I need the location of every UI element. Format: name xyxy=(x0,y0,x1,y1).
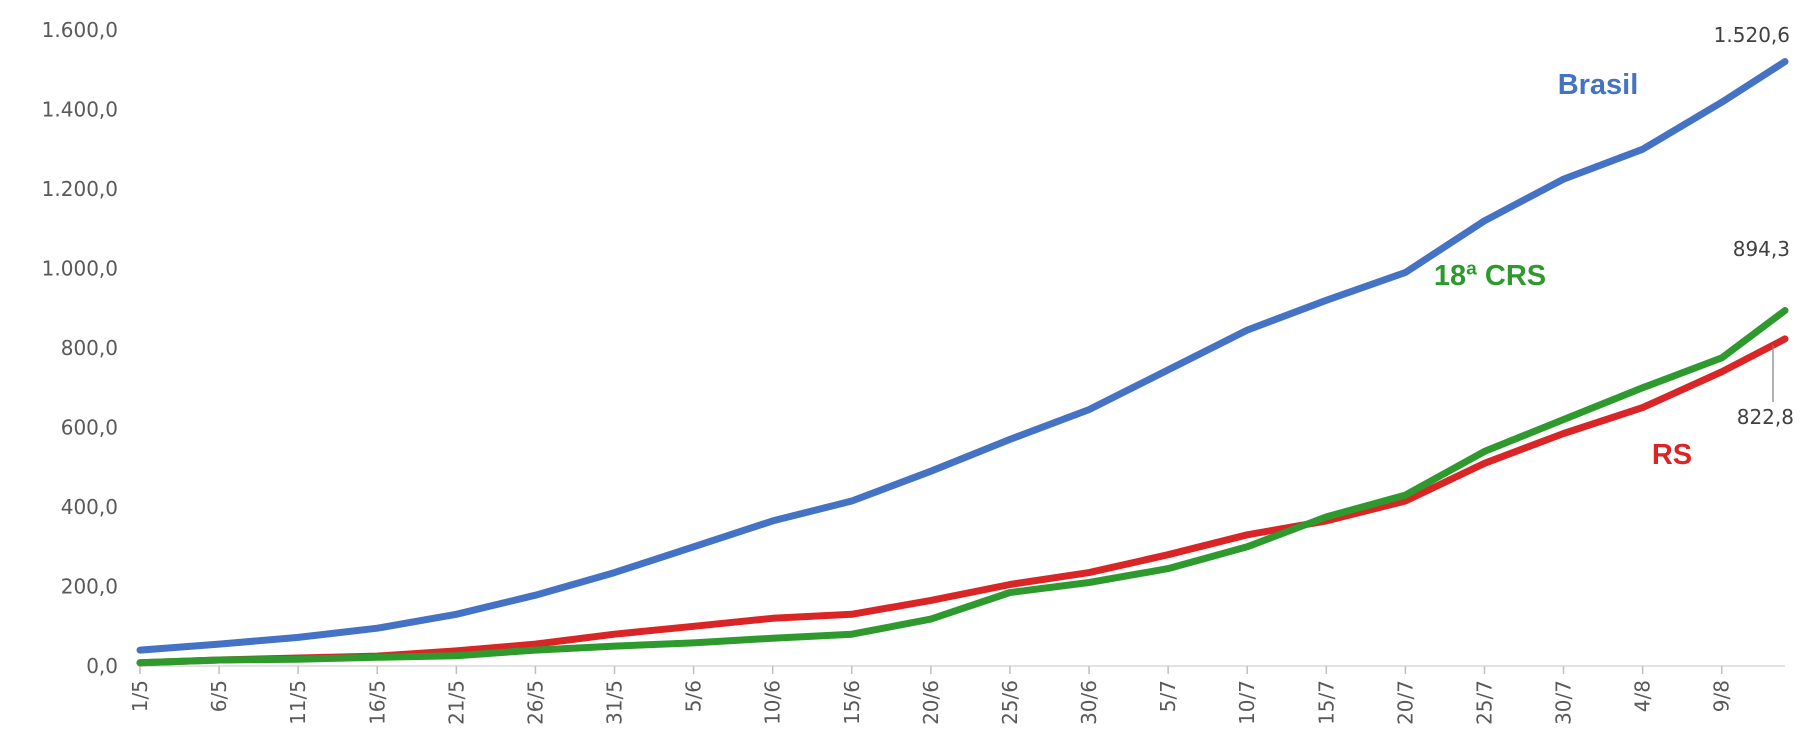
end-value-label-rs: 822,8 xyxy=(1737,405,1794,429)
x-tick-label: 15/6 xyxy=(840,680,864,725)
series-name-rs: RS xyxy=(1652,439,1692,471)
x-axis: 1/5 6/5 11/5 16/5 21/5 26/5 31/5 5/6 10/6 15/6 20/… xyxy=(128,665,1785,725)
y-tick-label: 400,0 xyxy=(61,495,118,519)
x-tick-label: 4/8 xyxy=(1631,680,1655,712)
x-tick-label: 31/5 xyxy=(603,680,627,725)
x-tick-label: 1/5 xyxy=(128,680,152,712)
x-tick-label: 10/7 xyxy=(1235,680,1259,725)
x-tick-label: 6/5 xyxy=(207,680,231,712)
x-tick-label: 15/7 xyxy=(1314,680,1338,725)
end-value-label-18-crs: 894,3 xyxy=(1733,237,1790,261)
y-tick-label: 1.000,0 xyxy=(42,257,118,281)
x-tick-label: 25/7 xyxy=(1472,680,1496,725)
y-tick-label: 800,0 xyxy=(61,336,118,360)
y-tick-label: 0,0 xyxy=(86,654,118,678)
x-tick-label: 21/5 xyxy=(444,680,468,725)
y-tick-label: 200,0 xyxy=(61,575,118,599)
x-tick-label: 10/6 xyxy=(761,680,785,725)
y-tick-label: 600,0 xyxy=(61,416,118,440)
series-labels: Brasil 1.520,6 18ª CRS 894,3 RS 822,8 xyxy=(1434,23,1794,471)
x-tick-label: 5/6 xyxy=(682,680,706,712)
series-name-18-crs: 18ª CRS xyxy=(1434,260,1546,292)
x-tick-label: 30/7 xyxy=(1552,680,1576,725)
x-tick-label: 30/6 xyxy=(1077,680,1101,725)
x-tick-label: 26/5 xyxy=(523,680,547,725)
series-line-rs xyxy=(136,335,1789,667)
series-line-18-crs xyxy=(136,307,1789,667)
x-tick-label: 11/5 xyxy=(286,680,310,725)
x-tick-label: 16/5 xyxy=(365,680,389,725)
x-tick-label: 25/6 xyxy=(998,680,1022,725)
x-tick-label: 9/8 xyxy=(1710,680,1734,712)
x-tick-label: 20/7 xyxy=(1393,680,1417,725)
end-value-label-brasil: 1.520,6 xyxy=(1714,23,1790,47)
series-line-brasil xyxy=(136,58,1789,654)
y-axis: 0,0 200,0 400,0 600,0 800,0 1.000,0 1.200,0 1.4… xyxy=(42,18,118,678)
y-tick-label: 1.200,0 xyxy=(42,177,118,201)
y-tick-label: 1.400,0 xyxy=(42,98,118,122)
series-name-brasil: Brasil xyxy=(1558,69,1639,101)
series-lines xyxy=(136,58,1789,667)
x-tick-label: 5/7 xyxy=(1156,680,1180,712)
x-tick-label: 20/6 xyxy=(919,680,943,725)
y-tick-label: 1.600,0 xyxy=(42,18,118,42)
